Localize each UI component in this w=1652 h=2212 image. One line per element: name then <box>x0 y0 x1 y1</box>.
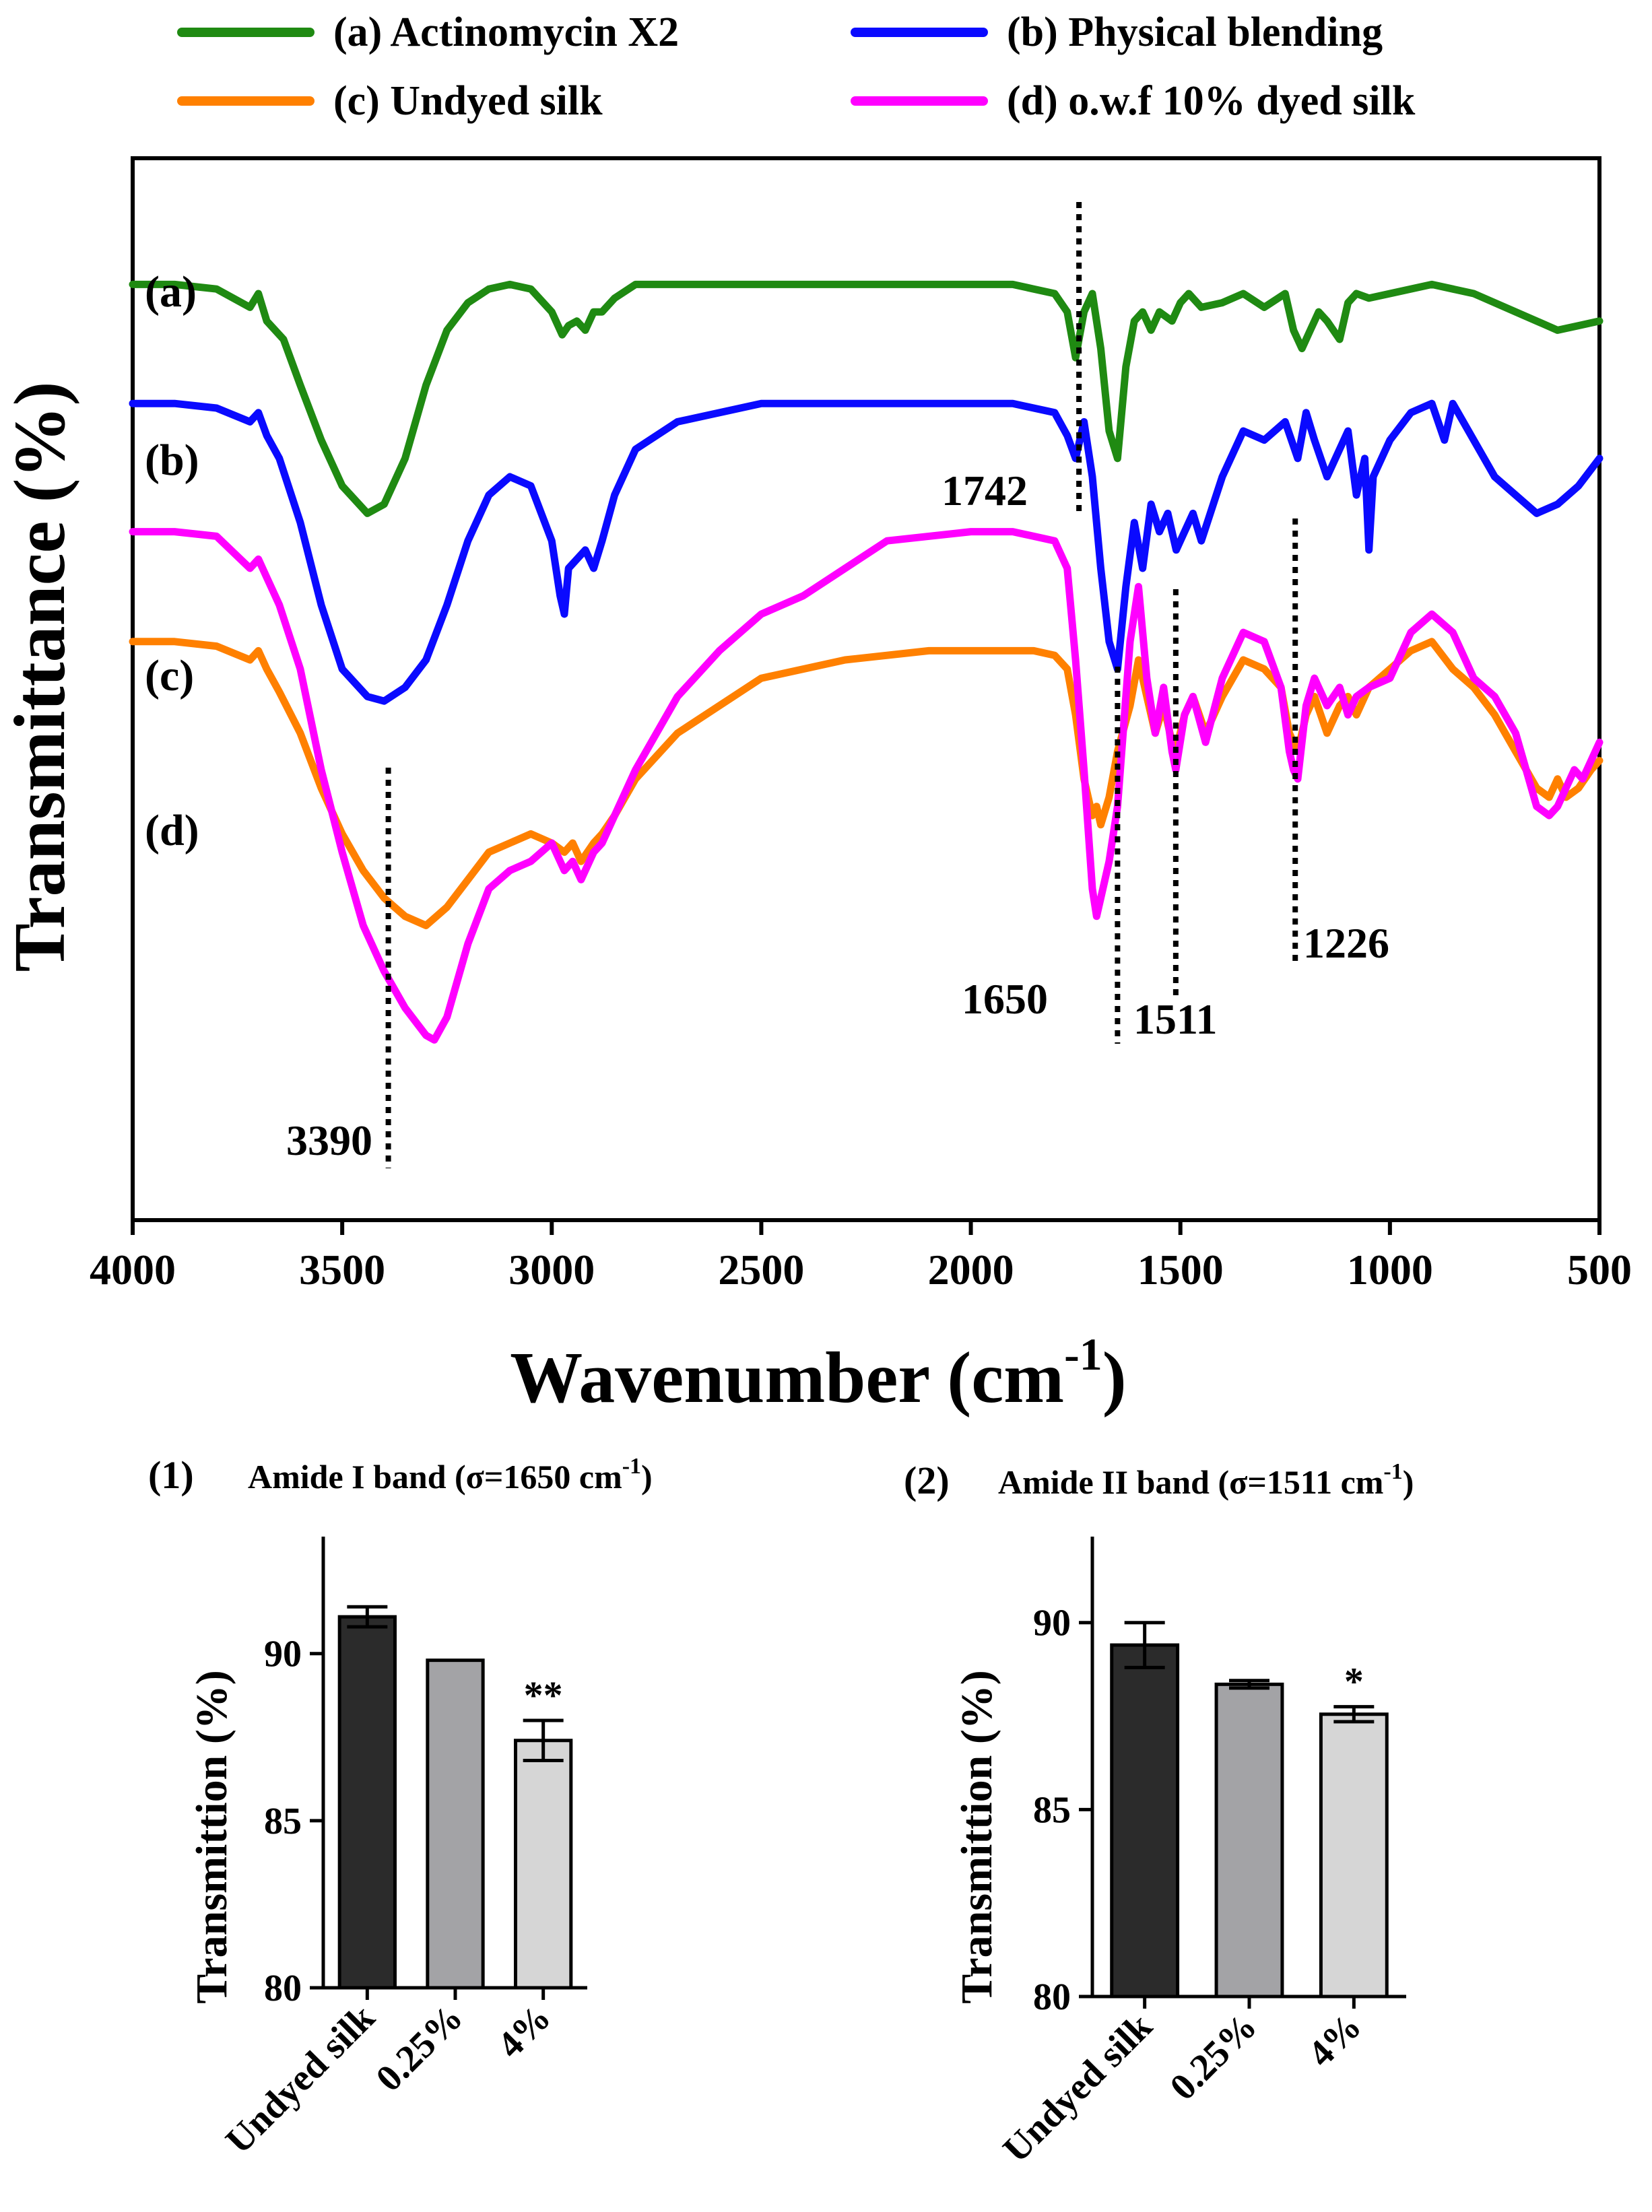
curve-tag-b: (b) <box>145 436 199 485</box>
x-axis-title: Wavenumber (cm-1) <box>510 1329 1127 1418</box>
chart-title: Amide I band (σ=1650 cm-1) <box>248 1454 653 1496</box>
x-tick-label: Undyed silk <box>995 2005 1161 2171</box>
significance-mark: * <box>1344 1660 1364 1704</box>
x-tick-label: 2000 <box>928 1246 1014 1294</box>
x-tick-label: 4% <box>1300 2005 1369 2075</box>
x-tick-label: 4% <box>490 1997 559 2066</box>
x-tick-label: 4000 <box>90 1246 176 1294</box>
y-axis-title: Transmittion (%) <box>187 1670 236 2004</box>
y-tick-label: 85 <box>1033 1789 1071 1831</box>
y-axis-title: Transmittion (%) <box>952 1670 1001 2004</box>
legend-label-c: (c) Undyed silk <box>333 78 603 124</box>
x-tick-label: 3000 <box>508 1246 595 1294</box>
peak-label-3390: 3390 <box>286 1116 372 1164</box>
bar-1 <box>1110 1643 1180 1999</box>
bar-1 <box>337 1615 397 1990</box>
x-tick-label: 1500 <box>1137 1246 1224 1294</box>
series-line-b <box>129 399 1604 705</box>
y-tick-label: 80 <box>264 1968 302 2009</box>
x-tick-label: 2500 <box>718 1246 804 1294</box>
x-tick-label: 3500 <box>299 1246 385 1294</box>
plot-frame <box>131 156 1601 1222</box>
series-line-d <box>129 528 1604 1044</box>
peak-label-1226: 1226 <box>1303 919 1389 967</box>
ftir-spectra-chart: (a) Actinomycin X2 (b) Physical blending… <box>0 9 1632 1418</box>
x-tick-label: Undyed silk <box>218 1997 383 2162</box>
series-line-c <box>129 638 1604 929</box>
bar-2 <box>1214 1682 1284 1999</box>
chart-title-superscript: -1 <box>1383 1459 1402 1484</box>
y-tick-label: 90 <box>264 1634 302 1675</box>
curve-tag-d: (d) <box>145 806 199 855</box>
peak-label-1650: 1650 <box>962 975 1048 1023</box>
x-tick-label: 1000 <box>1347 1246 1433 1294</box>
peak-label-1511: 1511 <box>1133 995 1217 1043</box>
curve-tag-a: (a) <box>145 267 197 316</box>
x-tick-label: 0.25% <box>368 1997 471 2100</box>
bar-3 <box>514 1739 573 1990</box>
legend-label-a: (a) Actinomycin X2 <box>333 9 679 55</box>
bar-3 <box>1319 1712 1389 1999</box>
panel-label: (2) <box>904 1459 950 1502</box>
legend-label-b: (b) Physical blending <box>1007 9 1383 55</box>
y-tick-label: 85 <box>264 1801 302 1842</box>
x-tick-label: 500 <box>1567 1246 1632 1294</box>
y-axis-title: Transmittance (%) <box>0 382 80 972</box>
bar-chart-amide-ii: (2) Amide II band (σ=1511 cm-1) Transmit… <box>904 1459 1414 2171</box>
peak-label-1742: 1742 <box>941 467 1028 514</box>
x-tick-label: 0.25% <box>1162 2005 1265 2108</box>
chart-title-superscript: -1 <box>622 1454 641 1479</box>
x-axis-title-superscript: -1 <box>1064 1329 1102 1380</box>
panel-label: (1) <box>148 1453 194 1497</box>
bar-2 <box>426 1658 485 1990</box>
chart-title: Amide II band (σ=1511 cm-1) <box>998 1459 1414 1501</box>
legend-label-d: (d) o.w.f 10% dyed silk <box>1007 78 1416 124</box>
legend: (a) Actinomycin X2 (b) Physical blending… <box>177 9 1416 124</box>
y-tick-label: 80 <box>1033 1976 1071 2018</box>
significance-mark: ** <box>524 1673 563 1717</box>
series-line-a <box>129 280 1604 517</box>
y-tick-label: 90 <box>1033 1603 1071 1644</box>
curve-tag-c: (c) <box>145 651 194 700</box>
bar-chart-amide-i: (1) Amide I band (σ=1650 cm-1) Transmitt… <box>148 1453 653 2162</box>
